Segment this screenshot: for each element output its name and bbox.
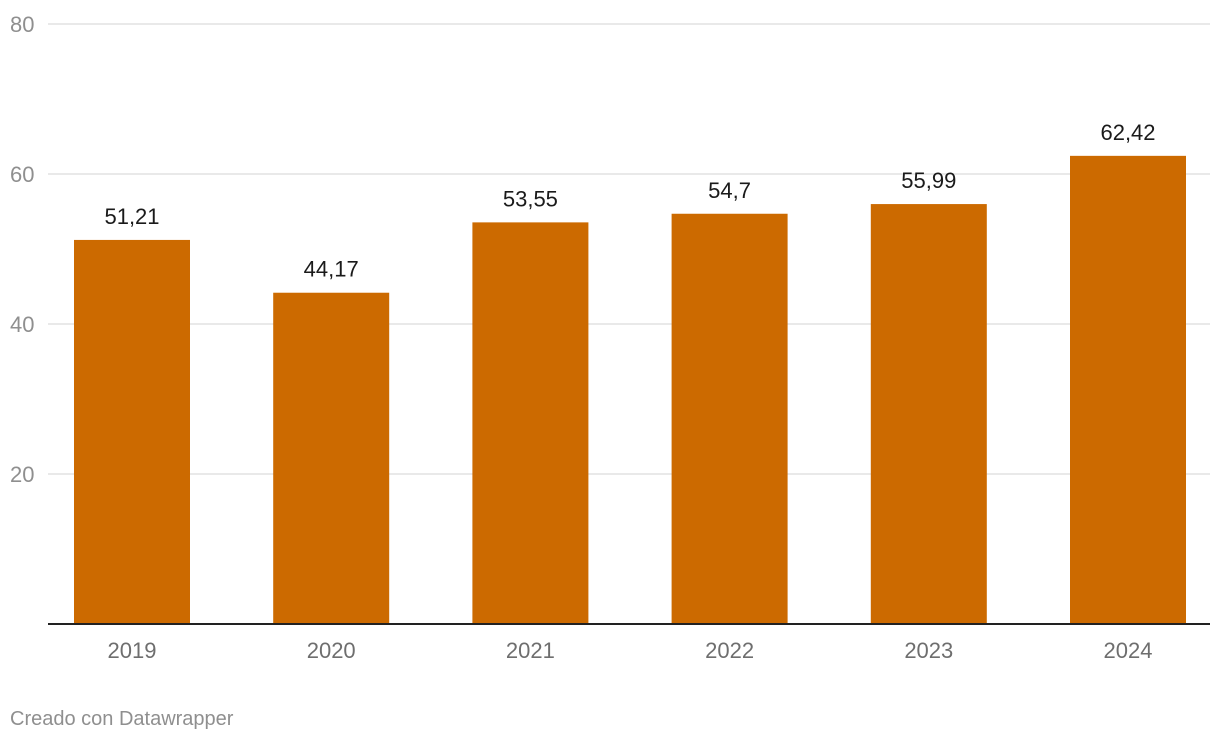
x-tick-label: 2022 <box>705 638 754 663</box>
data-label: 62,42 <box>1100 120 1155 145</box>
bar-2020 <box>273 292 390 624</box>
y-axis: 20 40 60 80 <box>10 12 34 487</box>
x-tick-label: 2023 <box>904 638 953 663</box>
data-label: 55,99 <box>901 168 956 193</box>
data-labels: 51,21 44,17 53,55 54,7 55,99 62,42 <box>104 120 1155 282</box>
bars <box>74 155 1186 625</box>
data-label: 54,7 <box>708 178 751 203</box>
data-label: 44,17 <box>304 257 359 282</box>
x-tick-label: 2019 <box>108 638 157 663</box>
x-tick-label: 2020 <box>307 638 356 663</box>
bar-2021 <box>472 222 589 624</box>
credit-text: Creado con Datawrapper <box>10 708 234 730</box>
y-tick-label: 20 <box>10 462 34 487</box>
bar-2023 <box>870 204 987 624</box>
y-tick-label: 60 <box>10 162 34 187</box>
gridlines <box>48 23 1210 475</box>
bar-2019 <box>74 239 190 625</box>
bar-2024 <box>1070 155 1186 624</box>
y-tick-label: 80 <box>10 12 34 37</box>
bar-chart: 20 40 60 80 51,21 44,17 53,55 54,7 55,99 62,42 2… <box>10 12 1210 663</box>
x-tick-label: 2021 <box>506 638 555 663</box>
bar-2022 <box>671 213 788 624</box>
y-tick-label: 40 <box>10 312 34 337</box>
data-label: 51,21 <box>104 204 159 229</box>
data-label: 53,55 <box>503 186 558 211</box>
x-axis: 2019 2020 2021 2022 2023 2024 <box>48 623 1210 663</box>
x-tick-label: 2024 <box>1104 638 1153 663</box>
